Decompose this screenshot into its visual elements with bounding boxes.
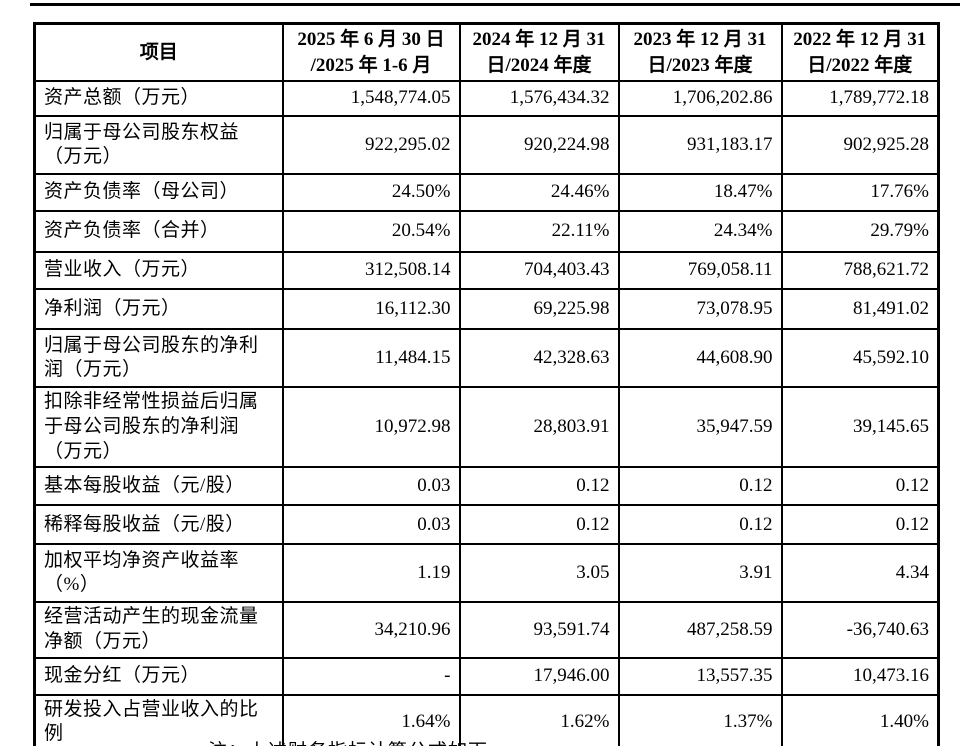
header-cell-item: 项目 bbox=[33, 22, 284, 83]
value-cell: 0.12 bbox=[780, 466, 940, 507]
value-cell: 45,592.10 bbox=[780, 328, 940, 389]
value-cell: 0.03 bbox=[281, 466, 461, 507]
row-label: 营业收入（万元） bbox=[33, 251, 284, 291]
value-cell: - bbox=[281, 656, 461, 696]
row-label: 稀释每股收益（元/股） bbox=[33, 504, 284, 546]
row-label: 扣除非经常性损益后归属 于母公司股东的净利润 （万元） bbox=[33, 386, 284, 469]
value-cell: 39,145.65 bbox=[780, 386, 940, 469]
value-cell: 769,058.11 bbox=[617, 251, 783, 291]
value-cell: 42,328.63 bbox=[458, 328, 620, 389]
value-cell: 788,621.72 bbox=[780, 251, 940, 291]
table-header-row: 项目 2025 年 6 月 30 日 /2025 年 1-6 月 2024 年 … bbox=[33, 22, 940, 83]
row-label: 资产负债率（合并） bbox=[33, 210, 284, 254]
header-cell-2024: 2024 年 12 月 31 日/2024 年度 bbox=[458, 22, 620, 83]
value-cell: 1,576,434.32 bbox=[458, 80, 620, 118]
value-cell: 922,295.02 bbox=[281, 115, 461, 176]
table-row: 资产负债率（合并） 20.54% 22.11% 24.34% 29.79% bbox=[33, 210, 940, 254]
value-cell: 24.46% bbox=[458, 173, 620, 213]
table-row: 归属于母公司股东权益 （万元） 922,295.02 920,224.98 93… bbox=[33, 115, 940, 176]
value-cell: 10,473.16 bbox=[780, 656, 940, 696]
value-cell: 0.12 bbox=[780, 504, 940, 546]
value-cell: 704,403.43 bbox=[458, 251, 620, 291]
value-cell: 0.12 bbox=[617, 466, 783, 507]
table-row: 基本每股收益（元/股） 0.03 0.12 0.12 0.12 bbox=[33, 466, 940, 507]
value-cell: 35,947.59 bbox=[617, 386, 783, 469]
value-cell: 3.05 bbox=[458, 543, 620, 604]
value-cell: 1.19 bbox=[281, 543, 461, 604]
table-row: 研发投入占营业收入的比 例 1.64% 1.62% 1.37% 1.40% bbox=[33, 693, 940, 746]
table-row: 归属于母公司股东的净利 润（万元） 11,484.15 42,328.63 44… bbox=[33, 328, 940, 389]
header-cell-2022: 2022 年 12 月 31 日/2022 年度 bbox=[780, 22, 940, 83]
value-cell: 4.34 bbox=[780, 543, 940, 604]
value-cell: 1,548,774.05 bbox=[281, 80, 461, 118]
row-label: 净利润（万元） bbox=[33, 288, 284, 331]
value-cell: 17,946.00 bbox=[458, 656, 620, 696]
value-cell: 73,078.95 bbox=[617, 288, 783, 331]
value-cell: 931,183.17 bbox=[617, 115, 783, 176]
value-cell: 1.40% bbox=[780, 693, 940, 746]
value-cell: 1.62% bbox=[458, 693, 620, 746]
value-cell: 13,557.35 bbox=[617, 656, 783, 696]
value-cell: 0.12 bbox=[458, 466, 620, 507]
value-cell: 24.34% bbox=[617, 210, 783, 254]
value-cell: 11,484.15 bbox=[281, 328, 461, 389]
value-cell: 10,972.98 bbox=[281, 386, 461, 469]
header-cell-2025: 2025 年 6 月 30 日 /2025 年 1-6 月 bbox=[281, 22, 461, 83]
value-cell: -36,740.63 bbox=[780, 601, 940, 659]
table-row: 稀释每股收益（元/股） 0.03 0.12 0.12 0.12 bbox=[33, 504, 940, 546]
value-cell: 312,508.14 bbox=[281, 251, 461, 291]
table-row: 资产负债率（母公司） 24.50% 24.46% 18.47% 17.76% bbox=[33, 173, 940, 213]
row-label: 资产负债率（母公司） bbox=[33, 173, 284, 213]
value-cell: 3.91 bbox=[617, 543, 783, 604]
value-cell: 1.64% bbox=[281, 693, 461, 746]
value-cell: 1,789,772.18 bbox=[780, 80, 940, 118]
header-cell-2023: 2023 年 12 月 31 日/2023 年度 bbox=[617, 22, 783, 83]
value-cell: 81,491.02 bbox=[780, 288, 940, 331]
value-cell: 34,210.96 bbox=[281, 601, 461, 659]
table-row: 营业收入（万元） 312,508.14 704,403.43 769,058.1… bbox=[33, 251, 940, 291]
value-cell: 22.11% bbox=[458, 210, 620, 254]
row-label: 现金分红（万元） bbox=[33, 656, 284, 696]
value-cell: 93,591.74 bbox=[458, 601, 620, 659]
value-cell: 1.37% bbox=[617, 693, 783, 746]
value-cell: 18.47% bbox=[617, 173, 783, 213]
value-cell: 29.79% bbox=[780, 210, 940, 254]
value-cell: 0.12 bbox=[458, 504, 620, 546]
row-label: 基本每股收益（元/股） bbox=[33, 466, 284, 507]
value-cell: 17.76% bbox=[780, 173, 940, 213]
footnote-text: 注：上述财务指标计算公式如下 bbox=[208, 736, 488, 746]
value-cell: 24.50% bbox=[281, 173, 461, 213]
table-row: 经营活动产生的现金流量 净额（万元） 34,210.96 93,591.74 4… bbox=[33, 601, 940, 659]
table-row: 净利润（万元） 16,112.30 69,225.98 73,078.95 81… bbox=[33, 288, 940, 331]
value-cell: 1,706,202.86 bbox=[617, 80, 783, 118]
table-row: 现金分红（万元） - 17,946.00 13,557.35 10,473.16 bbox=[33, 656, 940, 696]
row-label: 归属于母公司股东权益 （万元） bbox=[33, 115, 284, 176]
value-cell: 0.03 bbox=[281, 504, 461, 546]
financial-indicators-table: 项目 2025 年 6 月 30 日 /2025 年 1-6 月 2024 年 … bbox=[33, 22, 940, 746]
value-cell: 28,803.91 bbox=[458, 386, 620, 469]
row-label: 资产总额（万元） bbox=[33, 80, 284, 118]
table-row: 资产总额（万元） 1,548,774.05 1,576,434.32 1,706… bbox=[33, 80, 940, 118]
horizontal-rule bbox=[30, 3, 960, 6]
value-cell: 69,225.98 bbox=[458, 288, 620, 331]
value-cell: 920,224.98 bbox=[458, 115, 620, 176]
value-cell: 0.12 bbox=[617, 504, 783, 546]
value-cell: 487,258.59 bbox=[617, 601, 783, 659]
value-cell: 44,608.90 bbox=[617, 328, 783, 389]
row-label: 归属于母公司股东的净利 润（万元） bbox=[33, 328, 284, 389]
value-cell: 16,112.30 bbox=[281, 288, 461, 331]
table-row: 扣除非经常性损益后归属 于母公司股东的净利润 （万元） 10,972.98 28… bbox=[33, 386, 940, 469]
row-label: 研发投入占营业收入的比 例 bbox=[33, 693, 284, 746]
value-cell: 20.54% bbox=[281, 210, 461, 254]
row-label: 加权平均净资产收益率 （%） bbox=[33, 543, 284, 604]
value-cell: 902,925.28 bbox=[780, 115, 940, 176]
table-row: 加权平均净资产收益率 （%） 1.19 3.05 3.91 4.34 bbox=[33, 543, 940, 604]
row-label: 经营活动产生的现金流量 净额（万元） bbox=[33, 601, 284, 659]
